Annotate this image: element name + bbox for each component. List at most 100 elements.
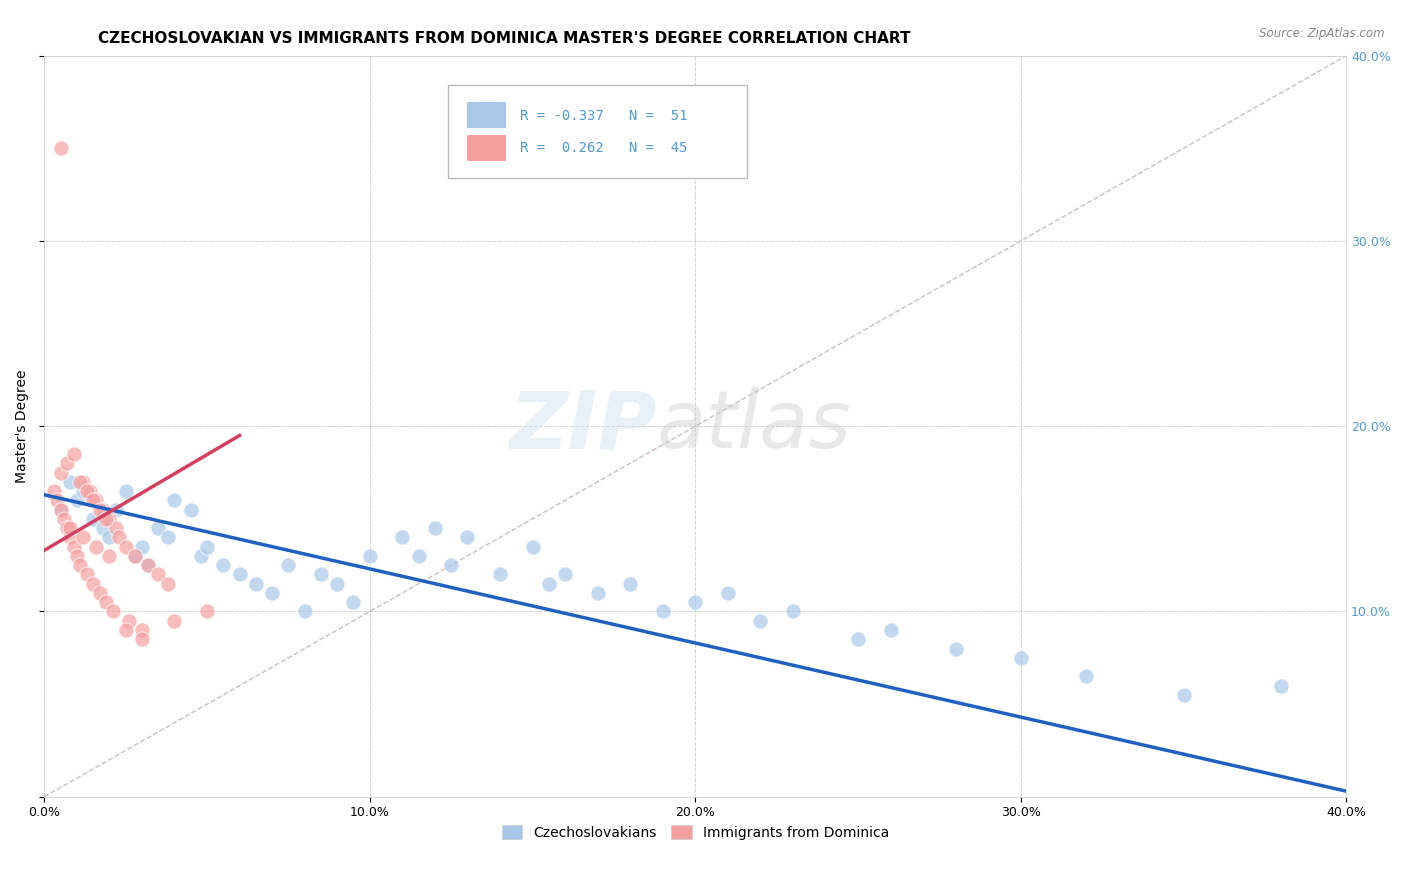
Point (1173, 688, 1195, 702)
Point (148, 521, 170, 535)
Point (277, 558, 299, 573)
Point (522, 540, 544, 554)
Point (94, 512, 117, 526)
Point (62, 540, 84, 554)
Point (228, 567, 250, 582)
Point (66, 549, 89, 563)
Point (91, 502, 114, 516)
Point (309, 567, 332, 582)
Text: ZIP: ZIP (509, 387, 657, 466)
Point (749, 614, 772, 628)
Point (49, 141, 72, 155)
Point (66, 493, 89, 508)
FancyBboxPatch shape (467, 103, 506, 128)
Point (138, 558, 160, 573)
Point (131, 623, 153, 637)
Point (56, 456, 79, 470)
Point (294, 605, 316, 619)
Text: CZECHOSLOVAKIAN VS IMMIGRANTS FROM DOMINICA MASTER'S DEGREE CORRELATION CHART: CZECHOSLOVAKIAN VS IMMIGRANTS FROM DOMIN… (98, 31, 911, 46)
Point (89, 586, 111, 600)
Point (86, 493, 108, 508)
Point (685, 595, 707, 609)
Point (49, 502, 72, 516)
Point (537, 576, 560, 591)
Point (76, 484, 98, 499)
Point (69, 558, 91, 573)
Point (190, 549, 212, 563)
Point (945, 641, 967, 656)
Point (131, 540, 153, 554)
Point (245, 576, 267, 591)
Point (56, 521, 79, 535)
Y-axis label: Master's Degree: Master's Degree (15, 369, 30, 483)
Point (651, 605, 673, 619)
Point (124, 549, 146, 563)
Point (156, 576, 179, 591)
Point (114, 540, 136, 554)
Point (91, 521, 114, 535)
Point (131, 632, 153, 647)
Point (408, 549, 430, 563)
Point (195, 605, 218, 619)
Point (195, 540, 218, 554)
Point (554, 567, 576, 582)
Point (62, 447, 84, 461)
Point (72, 530, 94, 544)
FancyBboxPatch shape (467, 135, 506, 161)
Point (82, 576, 104, 591)
Point (163, 493, 186, 508)
Point (342, 595, 364, 609)
Point (1074, 669, 1097, 683)
Point (619, 576, 641, 591)
Point (423, 521, 446, 535)
Point (163, 614, 186, 628)
Point (86, 540, 108, 554)
Point (72, 484, 94, 499)
Point (59, 521, 82, 535)
Text: R = -0.337   N =  51: R = -0.337 N = 51 (519, 109, 688, 123)
Point (104, 521, 127, 535)
Point (52, 512, 75, 526)
FancyBboxPatch shape (449, 86, 748, 178)
Point (391, 530, 413, 544)
Text: Source: ZipAtlas.com: Source: ZipAtlas.com (1260, 27, 1385, 40)
Point (456, 530, 478, 544)
Point (124, 549, 146, 563)
Point (782, 605, 804, 619)
Point (114, 484, 136, 499)
Point (94, 595, 117, 609)
Point (82, 493, 104, 508)
Point (59, 530, 82, 544)
Point (212, 558, 235, 573)
Point (138, 558, 160, 573)
Point (82, 512, 104, 526)
Point (180, 502, 202, 516)
Point (98, 530, 121, 544)
Point (76, 567, 98, 582)
Point (879, 623, 901, 637)
Point (69, 475, 91, 489)
Point (156, 530, 179, 544)
Point (79, 484, 101, 499)
Point (49, 466, 72, 480)
Point (148, 567, 170, 582)
Point (46, 493, 69, 508)
Point (49, 502, 72, 516)
Legend: Czechoslovakians, Immigrants from Dominica: Czechoslovakians, Immigrants from Domini… (496, 820, 894, 846)
Point (89, 502, 111, 516)
Point (72, 475, 94, 489)
Point (101, 605, 124, 619)
Point (114, 623, 136, 637)
Point (59, 475, 82, 489)
Point (717, 586, 740, 600)
Text: atlas: atlas (657, 387, 851, 466)
Point (262, 586, 284, 600)
Point (108, 530, 131, 544)
Point (104, 502, 127, 516)
Point (1010, 650, 1032, 665)
Point (118, 614, 141, 628)
Point (359, 549, 381, 563)
Text: R =  0.262   N =  45: R = 0.262 N = 45 (519, 141, 688, 155)
Point (440, 558, 463, 573)
Point (1270, 679, 1292, 693)
